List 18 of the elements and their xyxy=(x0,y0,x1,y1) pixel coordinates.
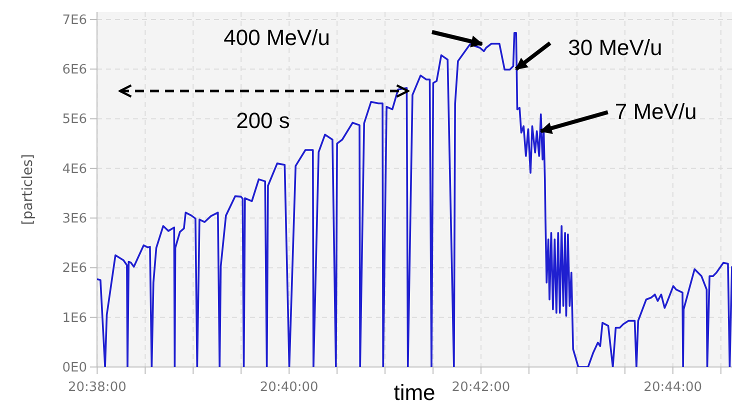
y-tick-label: 1E6 xyxy=(62,310,87,326)
annotation: 400 MeV/u xyxy=(224,25,330,50)
y-tick-label: 7E6 xyxy=(62,12,87,28)
y-tick-label: 0E0 xyxy=(62,360,87,376)
annotation: 200 s xyxy=(236,108,290,133)
y-tick-label: 6E6 xyxy=(62,62,87,78)
y-tick-label: 3E6 xyxy=(62,212,87,227)
x-tick-label: 20:38:00 xyxy=(68,380,126,395)
annotation: 30 MeV/u xyxy=(568,35,662,60)
x-tick-label: 20:42:00 xyxy=(452,380,510,395)
x-tick-label: 20:44:00 xyxy=(644,380,702,395)
y-axis-title: [particles] xyxy=(20,154,36,226)
x-axis-title: time xyxy=(394,380,436,404)
y-tick-label: 5E6 xyxy=(62,112,87,128)
y-tick-label: 4E6 xyxy=(62,162,87,177)
y-tick-label: 2E6 xyxy=(62,261,87,276)
annotation: 7 MeV/u xyxy=(614,99,697,124)
x-tick-label: 20:40:00 xyxy=(260,380,318,395)
